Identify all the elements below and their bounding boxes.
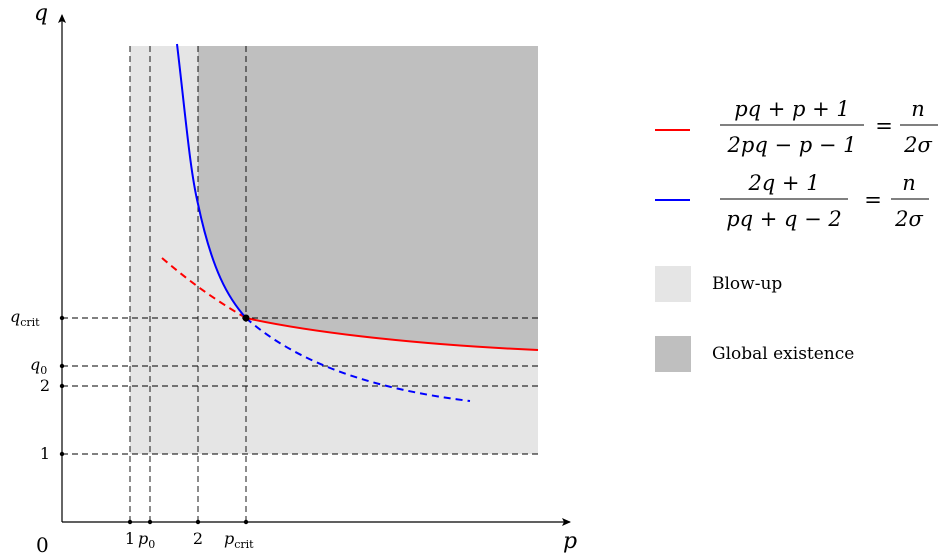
tick-dots (59, 315, 249, 525)
global-existence-region (198, 46, 538, 350)
tick-dot-y-qcrit (59, 315, 65, 321)
tick-dot-x-2 (195, 519, 201, 525)
blue-curve-solid (176, 43, 247, 319)
legend-blue-numerator: 2q + 1 (747, 171, 819, 195)
legend-red-rhs-numerator: n (911, 97, 925, 121)
y-tick-label-1: 1 (40, 444, 50, 463)
legend-red-rhs-denominator: 2σ (903, 133, 932, 157)
legend-blow-up-label: Blow-up (712, 274, 782, 294)
critical-point (242, 314, 250, 322)
legend-red-denominator: 2pq − p − 1 (727, 133, 857, 157)
legend-red-equals: = (875, 114, 893, 138)
y-tick-label-2: 2 (40, 376, 50, 395)
x-tick-label-pcrit: pcrit (224, 529, 254, 551)
x-axis-label: p (563, 529, 577, 554)
legend-red-curve: pq + p + 1 2pq − p − 1 = n 2σ (655, 97, 938, 157)
legend-blue-rhs-denominator: 2σ (894, 207, 923, 231)
x-tick-label-1: 1 (125, 529, 135, 548)
tick-dot-x-pcrit (243, 519, 249, 525)
x-tick-label-2: 2 (193, 529, 203, 548)
legend-blue-curve: 2q + 1 pq + q − 2 = n 2σ (655, 171, 929, 231)
y-axis-label: q (34, 1, 48, 26)
tick-dot-y-1 (59, 451, 65, 457)
red-curve-solid (245, 317, 539, 351)
blue-curve-dashed (245, 317, 471, 402)
legend-blue-denominator: pq + q − 2 (726, 207, 842, 231)
y-tick-label-qcrit: qcrit (10, 307, 40, 329)
tick-dot-y-2 (59, 383, 65, 389)
legend-global-existence-swatch (655, 336, 691, 372)
legend-blue-equals: = (864, 188, 882, 212)
tick-dot-y-q0 (59, 363, 65, 369)
legend-blow-up-swatch (655, 266, 691, 302)
legend-red-numerator: pq + p + 1 (734, 97, 850, 121)
y-tick-label-q0: q0 (30, 355, 47, 377)
x-tick-label-p0: p0 (138, 529, 155, 551)
legend-blue-rhs-numerator: n (902, 171, 916, 195)
tick-dot-x-p0 (147, 519, 153, 525)
red-curve-dashed (161, 257, 247, 319)
legend-global-existence-label: Global existence (712, 344, 854, 364)
origin-label: 0 (36, 533, 49, 557)
tick-dot-x-1 (127, 519, 133, 525)
